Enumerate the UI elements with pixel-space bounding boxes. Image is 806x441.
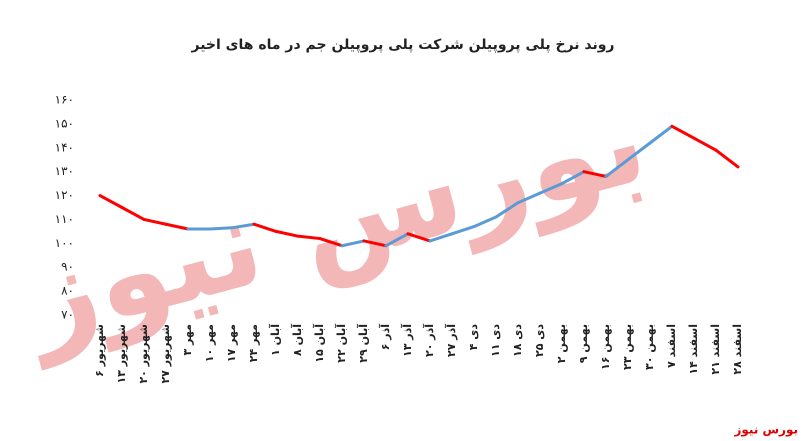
x-tick-label: ۳۰ بهمن: [643, 324, 656, 370]
line-segment: [538, 182, 564, 195]
line-segment: [406, 232, 432, 243]
line-segment: [626, 141, 652, 162]
line-segment: [252, 222, 278, 233]
line-segment: [274, 229, 300, 238]
x-tick-label: ۲۸ اسفند: [731, 324, 744, 375]
line-segment: [120, 206, 146, 221]
line-segment: [164, 222, 190, 231]
line-segment: [428, 232, 454, 243]
x-tick-label: ۲۲ آبان: [334, 324, 348, 363]
x-tick-label: ۱۳ شهریور: [115, 324, 128, 384]
y-tick-label: ۱۴۰: [55, 140, 74, 154]
x-tick-label: ۳ مهر: [181, 324, 194, 355]
x-tick-label: ۱۶ بهمن: [599, 324, 612, 370]
x-tick-label: ۶ شهریور: [93, 324, 106, 377]
line-segment: [670, 124, 696, 140]
x-tick-label: ۲۴ مهر: [247, 324, 260, 362]
line-segment: [98, 194, 124, 209]
x-tick-label: ۱۸ دی: [511, 324, 524, 357]
y-tick-label: ۱۲۰: [55, 188, 74, 202]
x-tick-label: ۲۰ آذر: [422, 324, 436, 357]
x-tick-label: ۹ بهمن: [577, 324, 590, 363]
x-tick-label: ۲ بهمن: [555, 324, 568, 363]
line-segment: [582, 170, 608, 178]
line-segment: [318, 237, 344, 248]
x-tick-label: ۱۷ مهر: [225, 324, 238, 362]
x-tick-label: ۱ آبان: [268, 324, 282, 356]
x-tick-label: ۲۵ دی: [533, 324, 546, 357]
line-segment: [208, 226, 234, 231]
line-segment: [296, 234, 322, 241]
x-tick-label: ۲۷ شهریور: [159, 324, 172, 384]
line-segment: [714, 148, 740, 169]
x-tick-label: ۲۱ اسفند: [709, 324, 722, 375]
chart-title: روند نرخ پلی پروپیلن شرکت پلی پروپیلن جم…: [190, 37, 614, 53]
line-segment: [560, 170, 586, 186]
x-tick-label: ۲۰ شهریور: [137, 324, 150, 384]
x-tick-label: ۲۳ بهمن: [621, 324, 634, 370]
x-tick-label: ۱۴ اسفند: [687, 324, 700, 375]
x-tick-label: ۲۷ آذر: [444, 324, 458, 357]
x-tick-label: ۱۵ آبان: [312, 324, 326, 363]
line-segment: [494, 201, 520, 219]
x-tick-label: ۲۹ آبان: [356, 324, 370, 363]
line-segment: [692, 136, 718, 152]
x-tick-label: ۷ اسفند: [665, 324, 678, 368]
line-segment: [450, 225, 476, 236]
line-segment: [604, 158, 630, 178]
x-tick-label: ۱۱ دی: [489, 324, 502, 357]
source: بورس نیوز: [733, 423, 798, 438]
y-tick-label: ۹۰: [61, 260, 74, 274]
line-segment: [230, 222, 256, 230]
line-segment: [472, 215, 498, 229]
x-tick-label: ۱۰ مهر: [203, 324, 216, 362]
x-tick-label: ۴ دی: [467, 324, 480, 351]
line-segment: [384, 232, 410, 248]
x-tick-label: ۱۳ آذر: [400, 324, 414, 357]
y-tick-label: ۸۰: [61, 284, 74, 298]
y-tick-label: ۱۱۰: [55, 212, 74, 226]
line-segment: [516, 191, 542, 205]
y-tick-label: ۱۶۰: [55, 93, 74, 107]
x-tick-label: ۸ آبان: [290, 324, 304, 356]
y-tick-label: ۱۵۰: [55, 116, 74, 130]
line-segment: [340, 239, 366, 248]
y-tick-label: ۷۰: [61, 308, 74, 322]
line-segment: [648, 124, 674, 145]
line-segment: [362, 239, 388, 248]
y-tick-label: ۱۳۰: [55, 164, 74, 178]
line-segment: [142, 217, 168, 226]
x-tick-label: ۶ آذر: [378, 324, 392, 351]
y-tick-label: ۱۰۰: [55, 236, 74, 250]
